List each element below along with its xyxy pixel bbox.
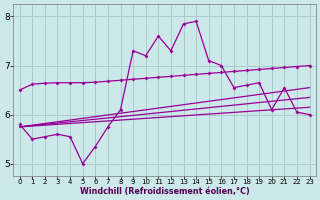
X-axis label: Windchill (Refroidissement éolien,°C): Windchill (Refroidissement éolien,°C) [80,187,250,196]
